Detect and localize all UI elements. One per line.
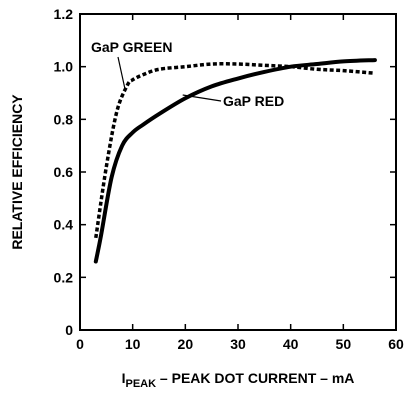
x-axis-label-suffix: – PEAK DOT CURRENT – mA	[156, 370, 354, 386]
x-tick-label: 40	[283, 336, 299, 352]
y-tick-label: 0.2	[54, 269, 74, 285]
y-tick-label: 0.4	[54, 217, 74, 233]
x-tick-label: 10	[125, 336, 141, 352]
series-layer	[93, 58, 377, 264]
series-line-gap-green	[94, 62, 376, 239]
y-tick-label: 0.8	[54, 111, 74, 127]
x-axis-ticks: 0 10 20 30 40 50 60	[76, 14, 404, 352]
x-tick-label: 0	[76, 336, 84, 352]
y-axis-label: RELATIVE EFFICIENCY	[9, 94, 25, 250]
x-tick-label: 30	[230, 336, 246, 352]
series-label-gap-red: GaP RED	[223, 93, 284, 109]
x-tick-label: 50	[336, 336, 352, 352]
y-tick-label: 0.6	[54, 164, 74, 180]
leader-line-gap-green	[117, 56, 126, 91]
x-axis-label: IPEAK – PEAK DOT CURRENT – mA	[122, 370, 355, 390]
y-axis-ticks: 0 0.2 0.4 0.6 0.8 1.0 1.2	[54, 6, 396, 338]
x-tick-label: 60	[388, 336, 404, 352]
x-axis-label-prefix: I	[122, 370, 126, 386]
y-tick-label: 0	[65, 322, 73, 338]
y-tick-label: 1.0	[54, 59, 74, 75]
x-tick-label: 20	[178, 336, 194, 352]
series-line-gap-red	[93, 58, 377, 264]
y-tick-label: 1.2	[54, 6, 74, 22]
x-axis-label-subscript: PEAK	[125, 378, 156, 390]
series-label-gap-green: GaP GREEN	[91, 39, 172, 55]
leader-line-gap-red	[182, 94, 222, 102]
